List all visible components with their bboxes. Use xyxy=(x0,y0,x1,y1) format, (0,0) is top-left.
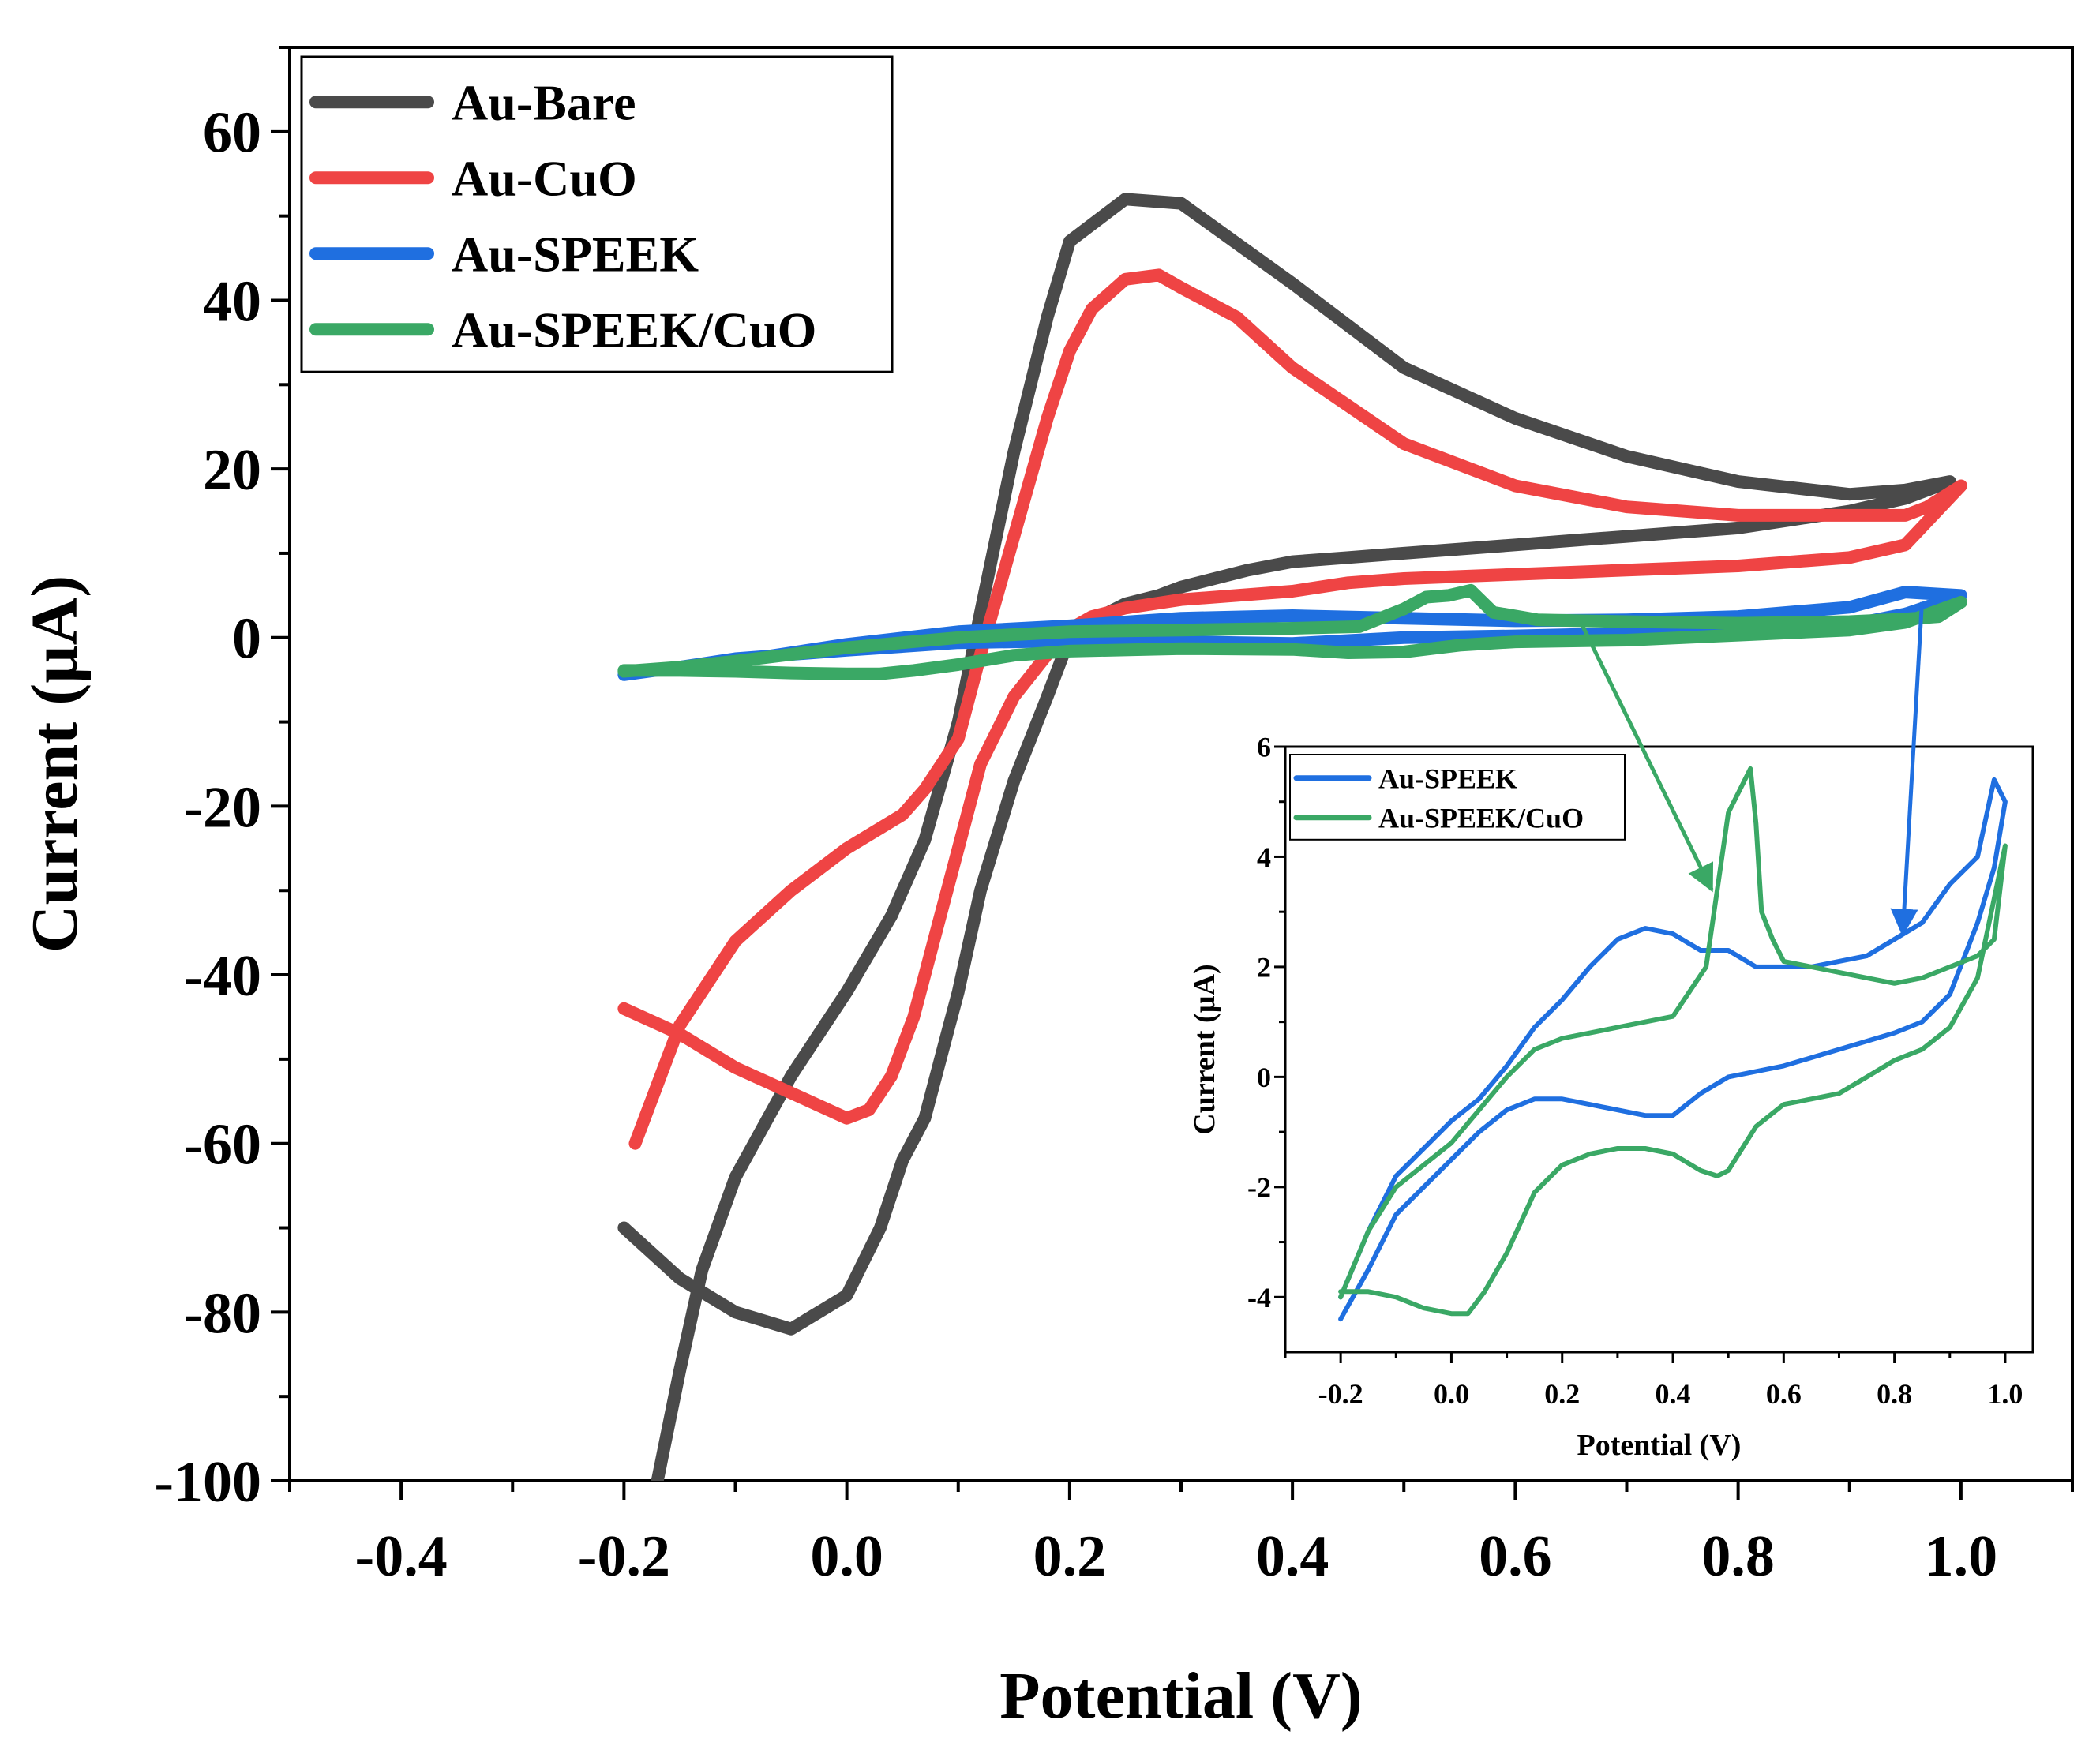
y-tick-label: -40 xyxy=(183,944,261,1009)
legend-label-au-bare: Au-Bare xyxy=(452,75,636,131)
y-axis-label: Current (µA) xyxy=(18,575,92,953)
inset-y-tick-label: 2 xyxy=(1257,952,1271,984)
inset-series-au-speek-cuo xyxy=(1338,766,2008,1317)
legend-label-au-cuo: Au-CuO xyxy=(452,151,637,207)
legend-label-au-speek-cuo: Au-SPEEK/CuO xyxy=(452,302,816,358)
inset-legend-label-au-speek-cuo: Au-SPEEK/CuO xyxy=(1378,802,1584,834)
series-au-cuo xyxy=(617,268,1967,1150)
y-tick-label: 60 xyxy=(203,101,261,166)
x-tick-label: 0.0 xyxy=(810,1524,883,1589)
inset-legend-label-au-speek: Au-SPEEK xyxy=(1378,762,1517,794)
x-tick-label: -0.4 xyxy=(355,1524,448,1589)
inset-x-tick-label: 0.6 xyxy=(1766,1378,1802,1410)
y-tick-label: -60 xyxy=(183,1113,261,1178)
y-tick-label: 20 xyxy=(203,438,261,503)
x-axis-label: Potential (V) xyxy=(999,1659,1363,1733)
annotations xyxy=(1580,601,1924,937)
x-tick-label: 0.2 xyxy=(1033,1524,1107,1589)
y-tick-label: 0 xyxy=(232,607,261,672)
x-tick-label: 0.8 xyxy=(1701,1524,1775,1589)
legend-box xyxy=(300,55,894,373)
inset-plot: -0.2 0.0 0.2 0.4 0.6 0.8 1.0 -4 -2 0 2 4 6 Potential … xyxy=(1188,732,2034,1462)
y-tick-label: -80 xyxy=(183,1281,261,1346)
inset-y-tick-label: -2 xyxy=(1247,1171,1271,1203)
inset-x-tick-label: 0.0 xyxy=(1434,1378,1469,1410)
inset-x-tick-label: 0.8 xyxy=(1877,1378,1912,1410)
x-tick-label: 0.4 xyxy=(1256,1524,1329,1589)
inset-x-axis-label: Potential (V) xyxy=(1577,1429,1742,1462)
inset-plot-frame xyxy=(1284,745,2034,1354)
inset-y-tick-label: 0 xyxy=(1257,1062,1271,1093)
x-tick-label: -0.2 xyxy=(578,1524,670,1589)
inset-legend-box xyxy=(1289,754,1626,841)
inset-y-axis-label: Current (µA) xyxy=(1188,964,1221,1134)
inset-y-tick-label: 6 xyxy=(1257,732,1271,763)
inset-x-tick-label: 0.2 xyxy=(1544,1378,1580,1410)
inset-x-tick-label: -0.2 xyxy=(1318,1378,1363,1410)
inset-x-tick-label: 1.0 xyxy=(1987,1378,2023,1410)
x-tick-label: 1.0 xyxy=(1925,1524,1998,1589)
inset-y-tick-label: -4 xyxy=(1247,1282,1271,1313)
y-tick-label: -20 xyxy=(183,775,261,840)
main-plot: -0.4 -0.2 0.0 0.2 0.4 0.6 0.8 1.0-100-80-60-40-… xyxy=(18,46,2074,1733)
series-au-speek-cuo xyxy=(617,583,1967,680)
annotation-arrow-au-speek-cuo xyxy=(1580,624,1714,893)
inset-series-au-speek xyxy=(1338,777,2008,1322)
inset-y-tick-label: 4 xyxy=(1257,841,1271,873)
series-au-bare xyxy=(617,193,1956,1481)
y-tick-label: -100 xyxy=(154,1450,261,1515)
inset-x-tick-label: 0.4 xyxy=(1656,1378,1691,1410)
annotation-arrow-au-speek xyxy=(1890,601,1924,937)
legend-label-au-speek: Au-SPEEK xyxy=(452,227,699,283)
x-tick-label: 0.6 xyxy=(1479,1524,1552,1589)
y-tick-label: 40 xyxy=(203,269,261,334)
